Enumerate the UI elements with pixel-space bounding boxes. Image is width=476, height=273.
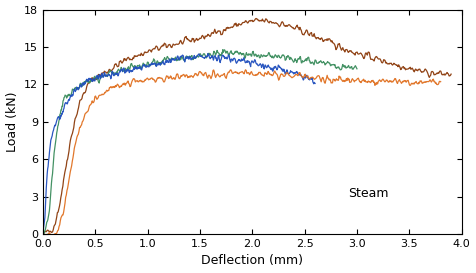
X-axis label: Deflection (mm): Deflection (mm) [201, 254, 303, 268]
Y-axis label: Load (kN): Load (kN) [6, 91, 19, 152]
Text: Steam: Steam [348, 187, 389, 200]
